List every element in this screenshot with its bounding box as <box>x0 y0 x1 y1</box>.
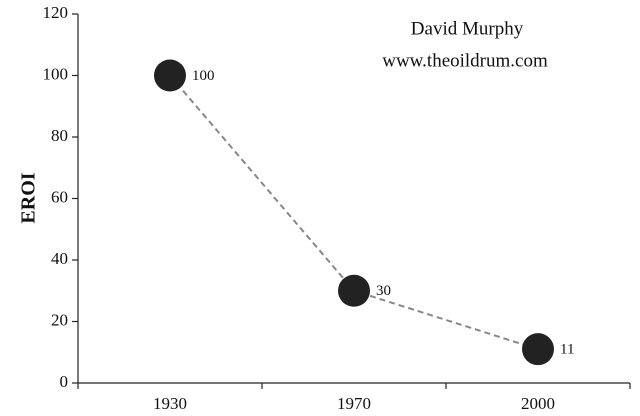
series-line <box>169 74 539 351</box>
x-tick-label: 1970 <box>337 394 371 413</box>
y-tick-label: 0 <box>60 372 69 391</box>
y-tick-label: 40 <box>51 249 68 268</box>
data-label: 11 <box>560 342 574 358</box>
y-tick-label: 120 <box>43 3 69 22</box>
marker <box>522 333 554 366</box>
data-label: 30 <box>376 283 391 299</box>
data-label: 100 <box>192 68 215 84</box>
marker <box>338 274 370 307</box>
y-axis-label: EROI <box>18 172 40 223</box>
annotation: David Murphy <box>411 18 524 39</box>
x-tick-label: 2000 <box>521 394 555 413</box>
y-tick-label: 100 <box>43 64 69 83</box>
marker <box>154 59 186 92</box>
x-tick-label: 1930 <box>153 394 187 413</box>
y-tick-label: 20 <box>51 310 68 329</box>
y-tick-label: 60 <box>51 187 68 206</box>
annotation: www.theoildrum.com <box>382 50 548 71</box>
y-tick-label: 80 <box>51 126 68 145</box>
